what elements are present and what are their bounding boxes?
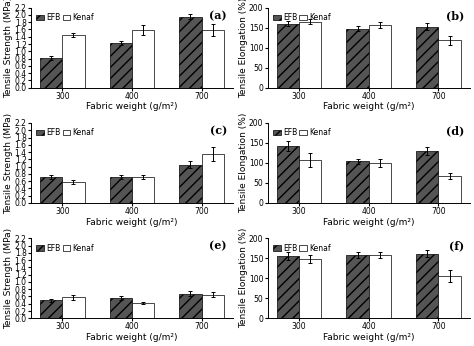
- Legend: EFB, Kenaf: EFB, Kenaf: [35, 127, 96, 139]
- Bar: [62, 182, 84, 203]
- Bar: [346, 29, 369, 88]
- X-axis label: Fabric weight (g/m²): Fabric weight (g/m²): [323, 333, 414, 342]
- Text: (c): (c): [210, 125, 227, 136]
- Bar: [346, 255, 369, 318]
- Bar: [346, 161, 369, 203]
- Bar: [40, 58, 62, 88]
- Legend: EFB, Kenaf: EFB, Kenaf: [272, 242, 333, 254]
- Bar: [109, 298, 132, 318]
- X-axis label: Fabric weight (g/m²): Fabric weight (g/m²): [86, 102, 178, 111]
- Bar: [132, 177, 154, 203]
- X-axis label: Fabric weight (g/m²): Fabric weight (g/m²): [323, 218, 414, 227]
- Y-axis label: Tensile Elongation (%): Tensile Elongation (%): [238, 228, 247, 328]
- Bar: [369, 255, 391, 318]
- Bar: [201, 154, 224, 203]
- Bar: [201, 30, 224, 88]
- Text: (b): (b): [446, 10, 464, 21]
- Legend: EFB, Kenaf: EFB, Kenaf: [35, 242, 96, 254]
- Bar: [201, 295, 224, 318]
- Bar: [416, 151, 438, 203]
- Text: (f): (f): [449, 241, 464, 252]
- Bar: [179, 17, 201, 88]
- Y-axis label: Tensile Elongation (%): Tensile Elongation (%): [238, 113, 247, 213]
- Text: (a): (a): [210, 10, 227, 21]
- Bar: [40, 177, 62, 203]
- Bar: [109, 43, 132, 88]
- X-axis label: Fabric weight (g/m²): Fabric weight (g/m²): [323, 102, 414, 111]
- Bar: [299, 22, 321, 88]
- Bar: [369, 163, 391, 203]
- Bar: [132, 30, 154, 88]
- Bar: [132, 303, 154, 318]
- Bar: [438, 40, 461, 88]
- Bar: [369, 25, 391, 88]
- Legend: EFB, Kenaf: EFB, Kenaf: [272, 127, 333, 139]
- Y-axis label: Tensile Strength (MPa): Tensile Strength (MPa): [4, 228, 13, 329]
- Bar: [40, 300, 62, 318]
- Text: (e): (e): [210, 241, 227, 252]
- Bar: [62, 35, 84, 88]
- Bar: [109, 177, 132, 203]
- X-axis label: Fabric weight (g/m²): Fabric weight (g/m²): [86, 333, 178, 342]
- Bar: [438, 176, 461, 203]
- Legend: EFB, Kenaf: EFB, Kenaf: [272, 11, 333, 24]
- Y-axis label: Tensile Strength (MPa): Tensile Strength (MPa): [4, 112, 13, 213]
- Bar: [277, 256, 299, 318]
- Bar: [179, 165, 201, 203]
- Bar: [277, 24, 299, 88]
- Bar: [277, 146, 299, 203]
- Legend: EFB, Kenaf: EFB, Kenaf: [35, 11, 96, 24]
- Bar: [299, 259, 321, 318]
- Bar: [438, 276, 461, 318]
- Text: (d): (d): [446, 125, 464, 136]
- Bar: [62, 297, 84, 318]
- Y-axis label: Tensile Strength (MPa): Tensile Strength (MPa): [4, 0, 13, 98]
- Bar: [416, 254, 438, 318]
- Bar: [416, 27, 438, 88]
- Bar: [179, 293, 201, 318]
- Bar: [299, 160, 321, 203]
- Y-axis label: Tensile Elongation (%): Tensile Elongation (%): [238, 0, 247, 98]
- X-axis label: Fabric weight (g/m²): Fabric weight (g/m²): [86, 218, 178, 227]
